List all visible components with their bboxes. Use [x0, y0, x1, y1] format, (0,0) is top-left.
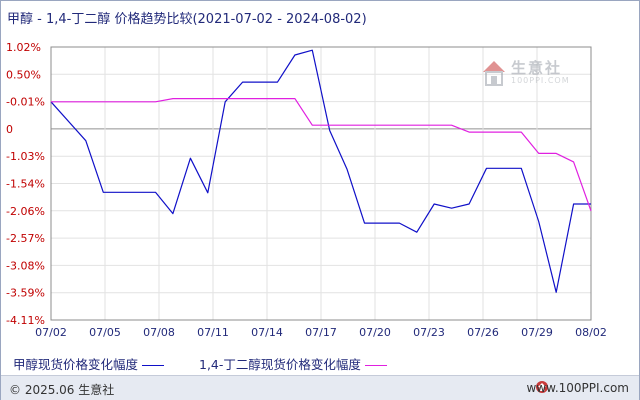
series-line-1	[50, 49, 591, 293]
legend-series-2-label: 1,4-丁二醇现货价格变化幅度	[199, 357, 361, 372]
x-tick-label: 07/17	[305, 326, 337, 339]
y-tick-label: 1.02%	[6, 41, 41, 54]
legend-series-1-label: 甲醇现货价格变化幅度	[13, 357, 139, 372]
plot-area-border	[50, 46, 592, 321]
y-tick-label: -0.01%	[6, 96, 45, 109]
copyright-text: © 2025.06 生意社	[9, 383, 115, 397]
legend-series-2: 1,4-丁二醇现货价格变化幅度	[199, 354, 387, 373]
x-tick-label: 07/26	[467, 326, 499, 339]
legend-series-1-swatch	[142, 365, 165, 366]
x-tick-label: 07/14	[251, 326, 283, 339]
x-tick-label: 07/29	[521, 326, 553, 339]
series-line-2	[51, 97, 592, 212]
y-tick-label: -2.06%	[6, 205, 45, 218]
x-tick-label: 08/02	[575, 326, 607, 339]
x-tick-label: 07/20	[359, 326, 391, 339]
y-tick-label: -1.03%	[6, 150, 45, 163]
y-tick-label: 0	[6, 123, 13, 136]
y-tick-label: -1.54%	[6, 178, 45, 191]
x-tick-label: 07/11	[197, 326, 229, 339]
y-tick-label: -2.57%	[6, 232, 45, 245]
x-tick-label: 07/08	[143, 326, 175, 339]
legend-series-2-swatch	[364, 365, 387, 366]
watermark-brand: 生意社	[511, 59, 563, 77]
house-logo-icon	[483, 61, 505, 86]
watermark-domain: 100PPI.COM	[511, 76, 570, 85]
y-tick-label: -4.11%	[6, 314, 45, 327]
x-tick-label: 07/05	[89, 326, 121, 339]
legend-series-1: 甲醇现货价格变化幅度	[13, 354, 165, 373]
footer-logo-icon	[536, 381, 548, 393]
y-tick-label: -3.59%	[6, 287, 45, 300]
footer-bar: © 2025.06 生意社 www.100PPI.com	[1, 375, 639, 400]
y-tick-label: 0.50%	[6, 68, 41, 81]
x-tick-label: 07/02	[35, 326, 67, 339]
footer-site-link[interactable]: www.100PPI.com	[526, 381, 629, 395]
chart-canvas: 1.02% 0.50% -0.01% 0 -1.03% -1.54% -2.06% -2.57…	[6, 41, 607, 339]
x-tick-label: 07/23	[413, 326, 445, 339]
chart-title: 甲醇 - 1,4-丁二醇 价格趋势比较(2021-07-02 - 2024-08…	[7, 12, 367, 27]
watermark-logo: 生意社 100PPI.COM	[481, 57, 581, 93]
y-tick-label: -3.08%	[6, 259, 45, 272]
